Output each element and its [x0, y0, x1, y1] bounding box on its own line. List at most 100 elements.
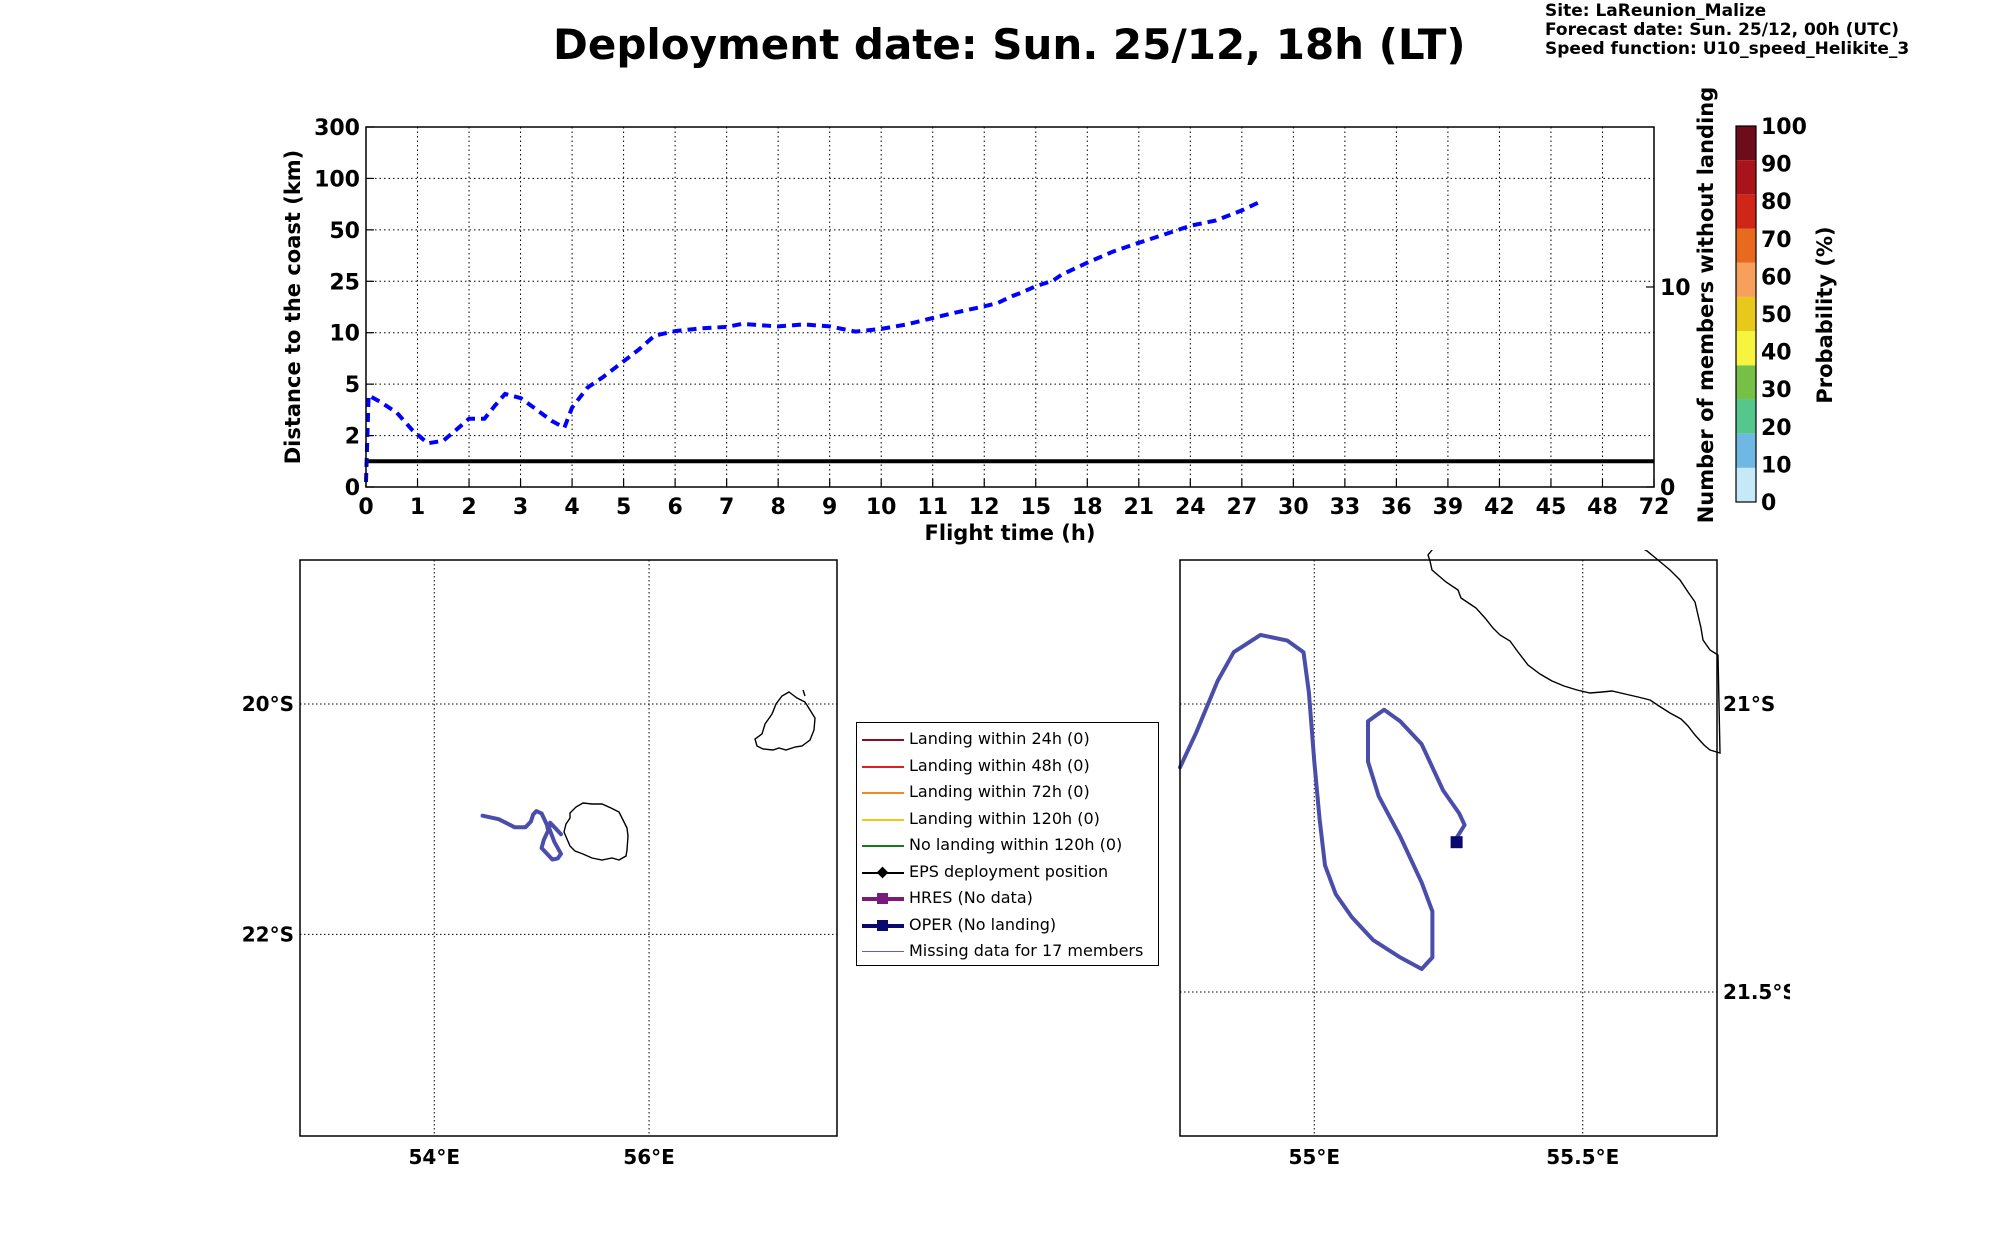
legend-label: Missing data for 17 members	[909, 941, 1144, 960]
colorbar-tick-label: 100	[1761, 115, 1807, 140]
x-tick-label: 2	[461, 495, 476, 520]
legend: Landing within 24h (0) Landing within 48h…	[856, 722, 1159, 966]
legend-label: Landing within 120h (0)	[909, 808, 1100, 828]
x-tick-label: 24	[1175, 495, 1206, 520]
distance-grid	[366, 127, 1654, 487]
map-longitude-label: 55.5°E	[1546, 1145, 1619, 1169]
members-y-axis-label: Number of members without landing	[1694, 87, 1718, 524]
colorbar-tick-label: 70	[1761, 228, 1792, 253]
legend-label: HRES (No data)	[909, 888, 1033, 907]
probability-colorbar: 0 10 20 30 40 50 60 70 80 90 100 Probability (%)	[1735, 115, 1837, 516]
x-tick-label: 8	[771, 495, 786, 520]
mauritius-coastline	[754, 689, 816, 751]
colorbar-cell	[1736, 194, 1756, 229]
x-tick-label: 30	[1278, 495, 1309, 520]
regional-map: 54°E 56°E 20°S 22°S	[242, 559, 838, 1169]
legend-label: No landing within 120h (0)	[909, 835, 1123, 854]
oper-trajectory-regional	[480, 809, 563, 862]
legend-item: No landing within 120h (0)	[857, 833, 1158, 859]
x-tick-label: 39	[1433, 495, 1464, 520]
colorbar-cell	[1736, 296, 1756, 332]
forecast-date-label: Forecast date: Sun. 25/12, 00h (UTC)	[1545, 20, 1900, 40]
oper-deployment-marker	[1450, 836, 1463, 849]
legend-label: OPER (No landing)	[909, 914, 1057, 934]
y-tick-label: 50	[329, 219, 360, 244]
site-label: Site: LaReunion_Malize	[1545, 1, 1767, 21]
legend-line-swatch	[862, 792, 904, 794]
distance-ticks: 0 1 2 3 4 5 6 7 8 9 10 11 12 15 18 21 24 27 30 33 36 39 42 45 48…	[314, 116, 1691, 520]
legend-item: EPS deployment position	[857, 860, 1158, 886]
y-tick-label: 2	[345, 425, 360, 450]
zoomed-map: 55°E 55.5°E 21°S 21.5°S	[1178, 550, 1790, 1169]
x-tick-label: 27	[1227, 495, 1258, 520]
colorbar-cell	[1736, 262, 1756, 297]
oper-trajectory-zoomed	[1178, 632, 1467, 971]
legend-marker-swatch	[877, 919, 888, 931]
legend-item: Landing within 72h (0)	[857, 780, 1158, 806]
legend-marker-swatch	[877, 893, 888, 904]
colorbar-tick-label: 50	[1761, 303, 1792, 328]
colorbar-tick-label: 60	[1761, 265, 1792, 290]
legend-label: Landing within 24h (0)	[909, 729, 1090, 748]
legend-item: Missing data for 17 members	[857, 939, 1158, 965]
map-latitude-label: 22°S	[242, 922, 294, 946]
colorbar-cell	[1736, 160, 1756, 195]
colorbar-cell	[1736, 365, 1756, 400]
legend-line-swatch	[862, 739, 904, 741]
x-tick-label: 15	[1020, 495, 1051, 520]
x-tick-label: 45	[1536, 495, 1567, 520]
reunion-coastline-zoomed	[1427, 550, 1721, 754]
colorbar-tick-label: 30	[1761, 378, 1792, 403]
distance-series	[364, 200, 1654, 482]
legend-marker-swatch	[876, 866, 889, 878]
colorbar-cells	[1735, 125, 1757, 503]
distance-x-axis-label: Flight time (h)	[925, 521, 1096, 545]
colorbar-cell	[1736, 433, 1756, 468]
zoomed-map-frame	[1179, 559, 1718, 1137]
map-longitude-label: 56°E	[623, 1145, 675, 1169]
legend-line-swatch	[862, 818, 904, 821]
legend-item: Landing within 48h (0)	[857, 754, 1158, 780]
colorbar-tick-label: 10	[1761, 453, 1792, 478]
y2-tick-label: 0	[1660, 476, 1675, 501]
x-tick-label: 11	[917, 495, 948, 520]
colorbar-cell	[1736, 126, 1756, 161]
distance-chart: 0 1 2 3 4 5 6 7 8 9 10 11 12 15 18 21 24 27 30 33 36 39 42 45 48…	[281, 87, 1718, 545]
x-tick-label: 4	[564, 495, 579, 520]
legend-label: EPS deployment position	[909, 861, 1109, 881]
legend-line-swatch	[862, 845, 904, 847]
map-longitude-label: 54°E	[409, 1145, 461, 1169]
x-tick-label: 5	[616, 495, 631, 520]
y-tick-label: 5	[345, 373, 360, 398]
map-longitude-label: 55°E	[1289, 1145, 1341, 1169]
y-tick-label: 10	[329, 322, 360, 347]
x-tick-label: 6	[667, 495, 682, 520]
distance-y-axis-label: Distance to the coast (km)	[281, 150, 305, 465]
regional-map-grid	[300, 560, 837, 1136]
x-tick-label: 33	[1330, 495, 1361, 520]
y-tick-label: 25	[329, 270, 360, 295]
x-tick-label: 12	[969, 495, 1000, 520]
zoomed-map-grid	[1180, 560, 1717, 1136]
x-tick-label: 9	[822, 495, 837, 520]
regional-map-frame	[299, 559, 838, 1137]
chart-title: Deployment date: Sun. 25/12, 18h (LT)	[553, 20, 1466, 69]
legend-item: Landing within 120h (0)	[857, 807, 1158, 833]
colorbar-label: Probability (%)	[1813, 226, 1837, 403]
x-tick-label: 21	[1123, 495, 1154, 520]
x-tick-label: 3	[513, 495, 528, 520]
legend-line-swatch	[862, 951, 904, 953]
y-tick-label: 100	[314, 167, 360, 192]
colorbar-tick-label: 0	[1761, 491, 1776, 516]
x-tick-label: 18	[1072, 495, 1103, 520]
y2-tick-label: 10	[1660, 276, 1691, 301]
x-tick-label: 48	[1587, 495, 1618, 520]
legend-item: Landing within 24h (0)	[857, 727, 1158, 753]
legend-line-swatch	[862, 765, 904, 768]
x-tick-label: 0	[358, 495, 373, 520]
colorbar-tick-label: 20	[1761, 416, 1792, 441]
colorbar-cell	[1736, 467, 1756, 502]
reunion-coastline-regional	[563, 802, 629, 861]
legend-item: OPER (No landing)	[857, 913, 1158, 939]
y-tick-label: 300	[314, 116, 360, 141]
